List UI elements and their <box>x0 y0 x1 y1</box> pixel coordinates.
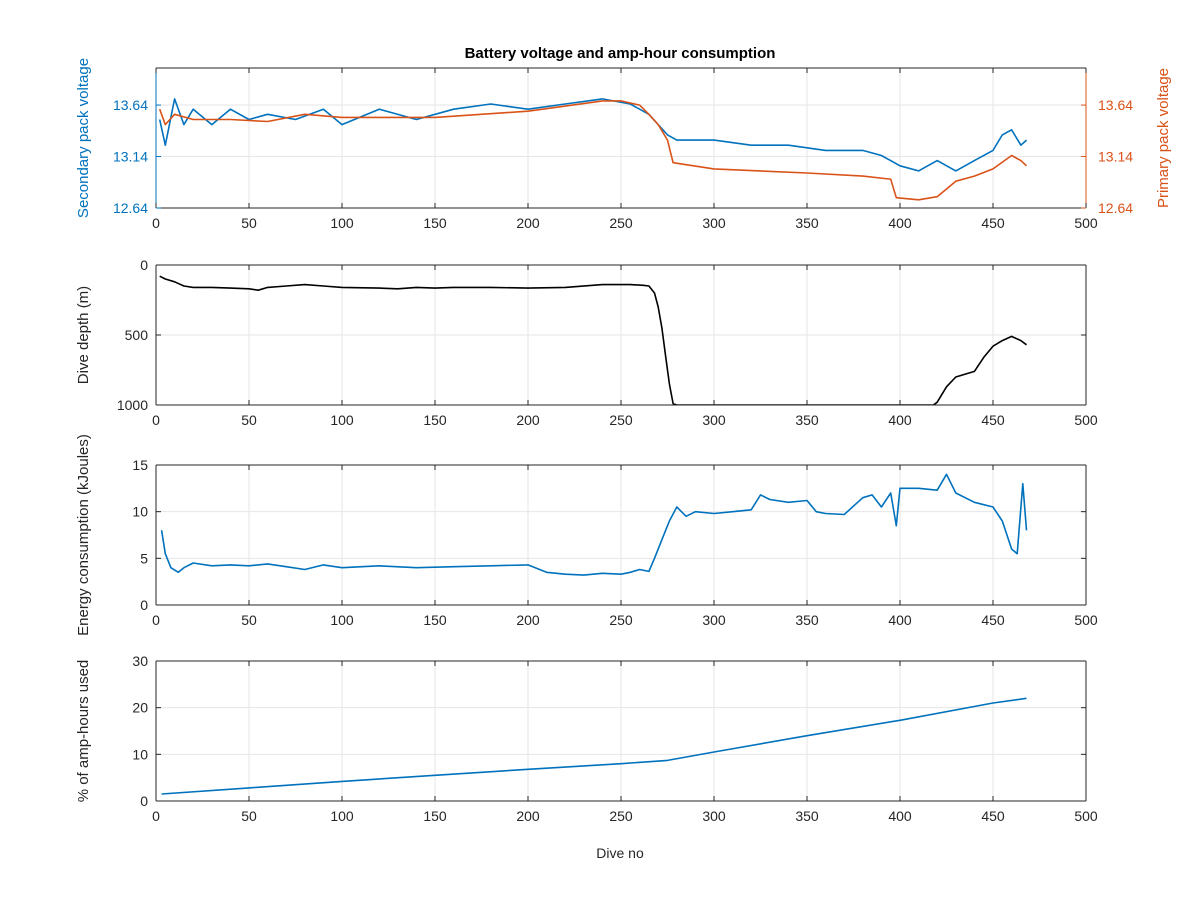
x-tick-label: 200 <box>516 808 540 824</box>
x-tick-label: 150 <box>423 808 447 824</box>
plot-panel-3: 0 50 100 150 200 250 300 350 400 450 500 0 5 10 15 Ener… <box>75 434 1098 636</box>
y-tick-label: 20 <box>132 700 148 716</box>
x-tick-label: 250 <box>609 412 633 428</box>
x-tick-label: 500 <box>1074 612 1098 628</box>
figure-title: Battery voltage and amp-hour consumption <box>465 45 776 62</box>
x-tick-label: 0 <box>152 412 160 428</box>
y-tick-label: 10 <box>132 746 148 762</box>
series-line-main <box>160 473 1028 576</box>
x-tick-label: 450 <box>981 808 1005 824</box>
x-tick-label: 400 <box>888 215 912 231</box>
x-tick-label: 50 <box>241 215 257 231</box>
plot-panel-1: 0 50 100 150 200 250 300 350 400 450 50012.6413.14… <box>75 58 1172 231</box>
x-tick-label: 100 <box>330 412 354 428</box>
x-tick-label: 300 <box>702 808 726 824</box>
x-tick-label: 500 <box>1074 808 1098 824</box>
x-tick-label: 150 <box>423 412 447 428</box>
y-right-tick-label: 13.14 <box>1098 149 1133 165</box>
x-tick-label: 250 <box>609 215 633 231</box>
y-tick-label: 30 <box>132 653 148 669</box>
plot-panel-4: 0 50 100 150 200 250 300 350 400 450 500 0 10 20 30 % o… <box>75 653 1098 824</box>
y-tick-label: 5 <box>140 550 148 566</box>
y-tick-label: 10 <box>132 504 148 520</box>
x-tick-label: 0 <box>152 808 160 824</box>
series-line-main <box>161 697 1027 795</box>
x-tick-label: 450 <box>981 215 1005 231</box>
y-tick-label: 1000 <box>117 397 148 413</box>
x-tick-label: 500 <box>1074 412 1098 428</box>
series-line-left <box>158 98 1028 172</box>
x-tick-label: 350 <box>795 808 819 824</box>
x-tick-label: 450 <box>981 412 1005 428</box>
series-line-main <box>159 275 1027 405</box>
x-tick-label: 350 <box>795 215 819 231</box>
x-tick-label: 200 <box>516 612 540 628</box>
x-tick-label: 50 <box>241 808 257 824</box>
y-tick-label: 0 <box>140 793 148 809</box>
x-tick-label: 450 <box>981 612 1005 628</box>
y-tick-label: 500 <box>125 327 149 343</box>
x-tick-label: 250 <box>609 808 633 824</box>
x-tick-label: 100 <box>330 808 354 824</box>
x-tick-label: 250 <box>609 612 633 628</box>
x-tick-label: 400 <box>888 808 912 824</box>
y-tick-label: 15 <box>132 457 148 473</box>
x-tick-label: 350 <box>795 612 819 628</box>
y-tick-label: 0 <box>140 597 148 613</box>
y-axis-label: Secondary pack voltage <box>75 58 92 218</box>
y-axis-label: Energy consumption (kJoules) <box>75 434 92 636</box>
x-tick-label: 400 <box>888 612 912 628</box>
x-tick-label: 500 <box>1074 215 1098 231</box>
x-tick-label: 300 <box>702 612 726 628</box>
y-axis-label: Dive depth (m) <box>75 286 92 384</box>
y-right-tick-label: 12.64 <box>1098 200 1133 216</box>
x-tick-label: 50 <box>241 412 257 428</box>
y-tick-label: 0 <box>140 257 148 273</box>
x-tick-label: 300 <box>702 215 726 231</box>
x-tick-label: 50 <box>241 612 257 628</box>
y-tick-label: 13.14 <box>113 149 148 165</box>
x-tick-label: 150 <box>423 612 447 628</box>
y-tick-label: 12.64 <box>113 200 148 216</box>
plot-panel-2: 0 50 100 150 200 250 300 350 400 450 500 0 500 1000 Di… <box>75 257 1098 428</box>
x-tick-label: 0 <box>152 612 160 628</box>
x-tick-label: 200 <box>516 215 540 231</box>
y-right-tick-label: 13.64 <box>1098 97 1133 113</box>
x-tick-label: 300 <box>702 412 726 428</box>
x-axis-label: Dive no <box>596 845 644 861</box>
x-tick-label: 150 <box>423 215 447 231</box>
series-line-right <box>158 100 1028 201</box>
y-right-axis-label: Primary pack voltage <box>1155 68 1172 208</box>
x-tick-label: 400 <box>888 412 912 428</box>
x-tick-label: 350 <box>795 412 819 428</box>
y-axis-label: % of amp-hours used <box>75 660 92 803</box>
x-tick-label: 0 <box>152 215 160 231</box>
x-tick-label: 100 <box>330 612 354 628</box>
x-tick-label: 200 <box>516 412 540 428</box>
x-tick-label: 100 <box>330 215 354 231</box>
y-tick-label: 13.64 <box>113 97 148 113</box>
